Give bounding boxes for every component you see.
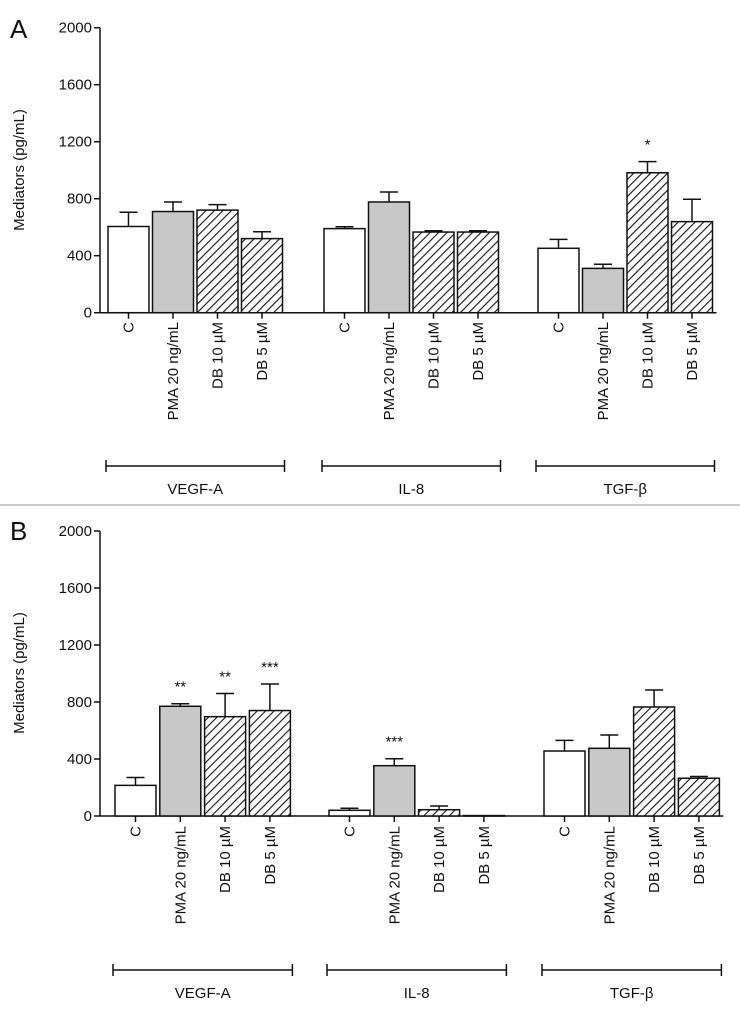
panel-letter: A [10,14,28,44]
panel-letter: B [10,516,27,546]
x-tick-label: DB 10 µM [640,322,657,389]
significance-marker: *** [261,659,279,676]
y-tick-label: 800 [67,191,92,208]
bar-vegfa-3 [240,237,284,314]
bar-tgf-1 [581,267,625,314]
bar-tgf-2 [632,706,676,817]
bar-vegfa-1 [159,705,202,817]
x-tick-label: DB 10 µM [426,322,443,389]
y-axis-label: Mediators (pg/mL) [11,109,28,231]
x-tick-label: PMA 20 ng/mL [165,322,182,420]
x-tick-label: PMA 20 ng/mL [172,826,189,924]
y-tick-label: 0 [84,305,92,322]
x-tick-label: DB 10 µM [217,826,234,893]
x-tick-label: DB 5 µM [254,322,271,381]
group-label: VEGF-A [175,985,231,1002]
x-tick-label: DB 5 µM [691,826,708,885]
group-label: TGF-β [603,481,647,498]
x-tick-label: PMA 20 ng/mL [381,322,398,420]
x-tick-label: DB 5 µM [476,826,493,885]
bar-il8-2 [417,808,461,817]
bar-tgf-0 [543,750,586,817]
bar-il8-3 [456,231,500,314]
significance-marker: *** [386,734,404,751]
y-tick-label: 1600 [59,580,92,597]
bar-il8-1 [367,201,411,314]
group-label: VEGF-A [167,481,223,498]
bar-tgf-0 [537,247,580,314]
x-tick-label: DB 5 µM [262,826,279,885]
x-tick-label: PMA 20 ng/mL [386,826,403,924]
bar-tgf-3 [677,777,721,817]
bar-il8-0 [323,227,366,314]
y-tick-label: 2000 [59,523,92,540]
bar-tgf-3 [670,220,714,314]
bar-vegfa-1 [151,210,195,314]
x-tick-label: PMA 20 ng/mL [601,826,618,924]
x-tick-label: C [337,322,354,333]
y-tick-label: 1200 [59,637,92,654]
y-axis-label: Mediators (pg/mL) [11,612,28,734]
significance-marker: ** [174,679,186,696]
bar-vegfa-0 [114,784,157,817]
bar-il8-0 [328,809,371,817]
x-tick-label: C [557,826,574,837]
y-tick-label: 0 [84,808,92,825]
y-tick-label: 400 [67,248,92,265]
bar-vegfa-2 [203,715,247,817]
x-tick-label: DB 10 µM [646,826,663,893]
x-tick-label: DB 5 µM [684,322,701,381]
bar-il8-1 [373,764,416,817]
x-tick-label: DB 10 µM [210,322,227,389]
x-tick-label: DB 10 µM [431,826,448,893]
bar-vegfa-3 [248,709,292,817]
group-label: IL-8 [404,985,430,1002]
x-tick-label: C [121,322,138,333]
group-label: IL-8 [398,481,424,498]
x-tick-label: DB 5 µM [470,322,487,381]
significance-marker: ** [219,668,231,685]
y-tick-label: 1600 [59,77,92,94]
y-tick-label: 1200 [59,134,92,151]
bar-il8-2 [412,231,455,314]
bar-tgf-1 [588,747,631,817]
y-tick-label: 400 [67,751,92,768]
group-label: TGF-β [610,985,654,1002]
bar-tgf-2 [626,172,669,314]
significance-marker: * [645,137,651,154]
x-tick-label: C [128,826,145,837]
bar-vegfa-0 [107,225,150,314]
x-tick-label: C [342,826,359,837]
x-tick-label: C [551,322,568,333]
y-tick-label: 800 [67,694,92,711]
bar-il8-3 [462,814,506,817]
y-tick-label: 2000 [59,20,92,37]
bar-vegfa-2 [196,209,239,314]
x-tick-label: PMA 20 ng/mL [595,322,612,420]
